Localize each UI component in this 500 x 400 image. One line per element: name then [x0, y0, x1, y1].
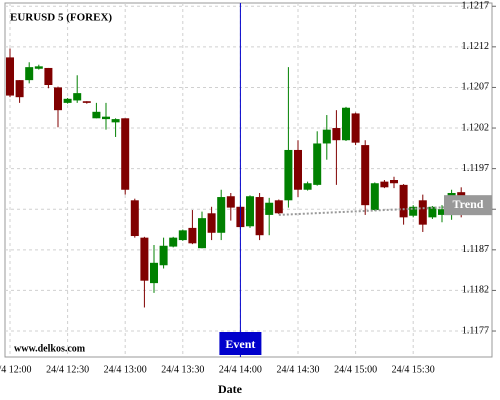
candle-body [313, 143, 322, 185]
candle-body [140, 237, 149, 281]
candle-body [370, 183, 379, 211]
candle-body [409, 206, 418, 216]
y-tick-label: 1.1212 [462, 41, 490, 52]
candle-body [111, 119, 120, 123]
candle-body [274, 200, 283, 214]
candle-body [332, 128, 341, 141]
y-tick-label: 1.1197 [462, 163, 489, 174]
candle-body [44, 67, 53, 86]
candle-body [63, 98, 72, 103]
x-tick-label: 24/4 15:30 [392, 364, 435, 375]
trend-label: Trend [453, 197, 484, 211]
candle-body [390, 180, 398, 184]
overlay: Trend Event [219, 3, 492, 357]
x-tick-label: 24/4 12:00 [0, 364, 32, 375]
candle-body [418, 200, 427, 225]
candle-body [102, 116, 110, 120]
candle-body [226, 196, 235, 208]
candle-body [265, 202, 274, 215]
candle-body [178, 230, 187, 241]
candle-body [6, 57, 14, 96]
candle-body [361, 145, 370, 206]
candle-body [92, 111, 101, 119]
y-tick-label: 1.1182 [462, 285, 489, 296]
candle-body [303, 183, 312, 190]
x-tick-label: 24/4 14:30 [276, 364, 319, 375]
y-tick-label: 1.1217 [462, 1, 490, 12]
candle-body [255, 197, 264, 236]
x-tick-label: 24/4 14:00 [219, 364, 262, 375]
candle-body [54, 87, 62, 111]
candle-body [438, 209, 446, 215]
x-tick-label: 24/4 13:00 [104, 364, 147, 375]
x-tick-label: 24/4 15:00 [334, 364, 377, 375]
candle-body [351, 113, 360, 143]
candle-body [198, 218, 206, 249]
candle-body [294, 149, 302, 190]
candle-body [82, 101, 91, 103]
candle-body [246, 196, 254, 227]
candle-body [322, 129, 331, 144]
candle-body [284, 149, 293, 201]
candle-body [130, 200, 139, 237]
x-axis-title: Date [218, 382, 243, 396]
event-label-box [219, 332, 262, 355]
plot-frame [4, 2, 493, 358]
candle-body [34, 66, 43, 69]
candle-body [159, 245, 168, 266]
candle-body [150, 262, 158, 284]
y-tick-label: 1.1187 [462, 244, 489, 255]
candle-body [428, 206, 437, 218]
candle-body [15, 80, 24, 98]
chart-title: EURUSD 5 (FOREX) [10, 12, 112, 24]
candle-body [399, 184, 408, 218]
marks [6, 48, 466, 308]
y-tick-label: 1.1202 [462, 122, 490, 133]
y-tick-label: 1.1207 [462, 82, 490, 93]
candle-body [342, 107, 350, 141]
watermark: www.delkos.com [14, 343, 86, 354]
candle-body [217, 197, 226, 233]
candle-body [73, 93, 82, 101]
candle-body [188, 227, 197, 244]
candle-body [25, 67, 34, 81]
trend-label-box [444, 195, 492, 216]
x-tick-label: 24/4 12:30 [46, 364, 89, 375]
grid: 1.11771.11821.11871.11921.11971.12021.12… [0, 1, 496, 375]
candle-body [121, 118, 130, 190]
candle-body [380, 181, 389, 188]
candle-body [169, 237, 178, 247]
event-label: Event [225, 337, 255, 351]
x-tick-label: 24/4 13:30 [161, 364, 204, 375]
y-tick-label: 1.1177 [462, 325, 489, 336]
candle-body [207, 213, 216, 233]
